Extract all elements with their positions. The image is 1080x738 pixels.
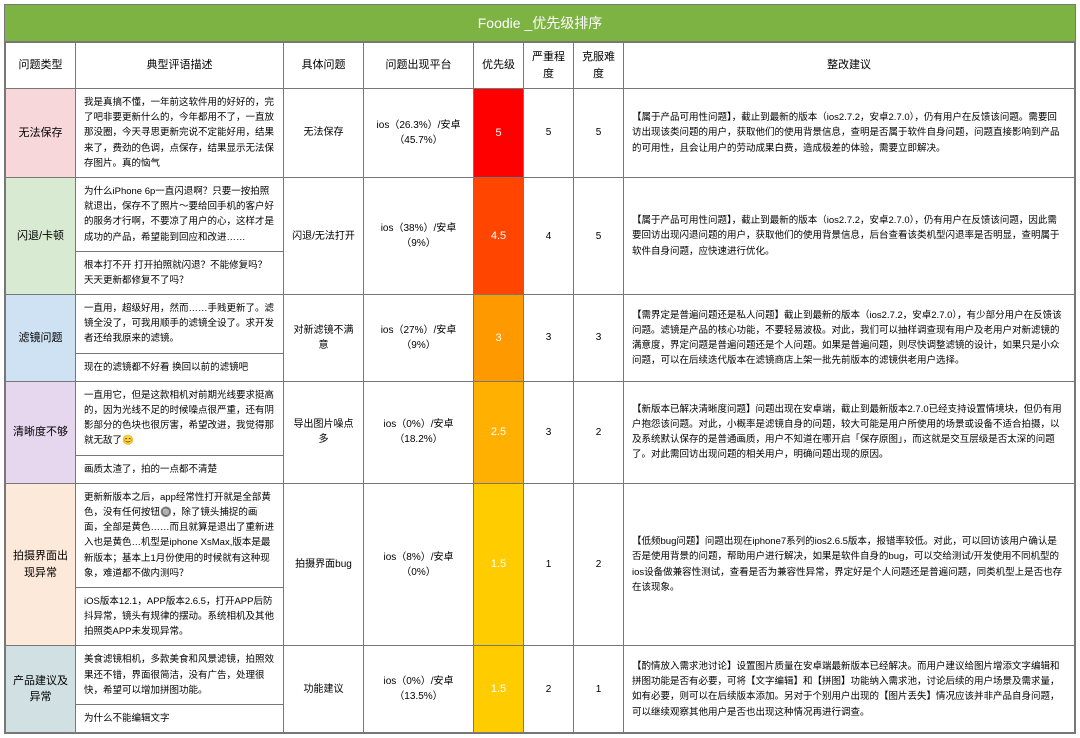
col-header: 问题类型 [6, 43, 76, 89]
description-cell: iOS版本12.1，APP版本2.6.5，打开APP后防抖异常，镜头有规律的摆动… [76, 587, 284, 646]
table-row: 产品建议及异常美食滤镜相机，多款美食和风景滤镜，拍照效果还不错，界面很简洁，没有… [6, 646, 1075, 705]
description-cell: 根本打不开 打开拍照就闪退？不能修复吗？天天更新都修复不了吗？ [76, 251, 284, 294]
description-cell: 一直用，超级好用，然而……手贱更新了。滤镜全没了，可我用顺手的滤镜全设了。求开发… [76, 295, 284, 354]
severity-cell: 2 [524, 646, 574, 733]
category-cell: 产品建议及异常 [6, 646, 76, 733]
priority-cell: 3 [474, 295, 524, 382]
priority-cell: 5 [474, 89, 524, 178]
difficulty-cell: 2 [574, 381, 624, 483]
suggestion-cell: 【新版本已解决清晰度问题】问题出现在安卓端，截止到最新版本2.7.0已经支持设置… [624, 381, 1075, 483]
difficulty-cell: 5 [574, 89, 624, 178]
suggestion-cell: 【属于产品可用性问题】，截止到最新的版本（ios2.7.2，安卓2.7.0），仍… [624, 89, 1075, 178]
description-cell: 为什么不能编辑文字 [76, 705, 284, 733]
suggestion-cell: 【属于产品可用性问题】，截止到最新的版本（ios2.7.2，安卓2.7.0），仍… [624, 177, 1075, 294]
col-header: 优先级 [474, 43, 524, 89]
table-row: 滤镜问题一直用，超级好用，然而……手贱更新了。滤镜全没了，可我用顺手的滤镜全设了… [6, 295, 1075, 354]
description-cell: 我是真搞不懂，一年前这软件用的好好的，完了吧非要更新什么的，今年都用不了，一直放… [76, 89, 284, 178]
description-cell: 一直用它，但是这款相机对前期光线要求挺高的，因为光线不足的时候噪点很严重，还有阴… [76, 381, 284, 455]
issue-cell: 无法保存 [284, 89, 364, 178]
difficulty-cell: 3 [574, 295, 624, 382]
description-cell: 画质太渣了，拍的一点都不清楚 [76, 455, 284, 483]
suggestion-cell: 【需界定是普遍问题还是私人问题】截止到最新的版本（ios2.7.2，安卓2.7.… [624, 295, 1075, 382]
severity-cell: 3 [524, 381, 574, 483]
priority-cell: 2.5 [474, 381, 524, 483]
platform-cell: ios（0%）/安卓（18.2%） [364, 381, 474, 483]
suggestion-cell: 【低频bug问题】问题出现在iphone7系列的ios2.6.5版本，报错率较低… [624, 483, 1075, 646]
table-row: 拍摄界面出现异常更新新版本之后，app经常性打开就是全部黄色，没有任何按钮🔘，除… [6, 483, 1075, 587]
suggestion-cell: 【酌情放入需求池讨论】设置图片质量在安卓端最新版本已经解决。而用户建议给图片增添… [624, 646, 1075, 733]
severity-cell: 1 [524, 483, 574, 646]
description-cell: 为什么iPhone 6p一直闪退啊？只要一按拍照就退出，保存不了照片～要给回手机… [76, 177, 284, 251]
col-header: 克服难度 [574, 43, 624, 89]
priority-cell: 1.5 [474, 646, 524, 733]
issue-cell: 拍摄界面bug [284, 483, 364, 646]
issue-cell: 对新滤镜不满意 [284, 295, 364, 382]
platform-cell: ios（0%）/安卓（13.5%） [364, 646, 474, 733]
difficulty-cell: 1 [574, 646, 624, 733]
description-cell: 更新新版本之后，app经常性打开就是全部黄色，没有任何按钮🔘，除了镜头捕捉的画面… [76, 483, 284, 587]
col-header: 问题出现平台 [364, 43, 474, 89]
platform-cell: ios（38%）/安卓（9%） [364, 177, 474, 294]
category-cell: 闪退/卡顿 [6, 177, 76, 294]
issue-cell: 导出图片噪点多 [284, 381, 364, 483]
category-cell: 无法保存 [6, 89, 76, 178]
severity-cell: 4 [524, 177, 574, 294]
priority-cell: 4.5 [474, 177, 524, 294]
priority-table: 问题类型典型评语描述具体问题问题出现平台优先级严重程度克服难度整改建议 无法保存… [5, 42, 1075, 733]
issue-cell: 闪退/无法打开 [284, 177, 364, 294]
platform-cell: ios（8%）/安卓（0%） [364, 483, 474, 646]
description-cell: 美食滤镜相机，多款美食和风景滤镜，拍照效果还不错，界面很简洁，没有广告，处理很快… [76, 646, 284, 705]
table-row: 闪退/卡顿为什么iPhone 6p一直闪退啊？只要一按拍照就退出，保存不了照片～… [6, 177, 1075, 251]
col-header: 严重程度 [524, 43, 574, 89]
table-row: 清晰度不够一直用它，但是这款相机对前期光线要求挺高的，因为光线不足的时候噪点很严… [6, 381, 1075, 455]
category-cell: 拍摄界面出现异常 [6, 483, 76, 646]
difficulty-cell: 5 [574, 177, 624, 294]
platform-cell: ios（27%）/安卓（9%） [364, 295, 474, 382]
col-header: 具体问题 [284, 43, 364, 89]
category-cell: 清晰度不够 [6, 381, 76, 483]
severity-cell: 3 [524, 295, 574, 382]
priority-cell: 1.5 [474, 483, 524, 646]
page-title: Foodie _优先级排序 [5, 5, 1075, 42]
category-cell: 滤镜问题 [6, 295, 76, 382]
issue-cell: 功能建议 [284, 646, 364, 733]
description-cell: 现在的滤镜都不好看 换回以前的滤镜吧 [76, 353, 284, 381]
severity-cell: 5 [524, 89, 574, 178]
platform-cell: ios（26.3%）/安卓（45.7%） [364, 89, 474, 178]
col-header: 整改建议 [624, 43, 1075, 89]
col-header: 典型评语描述 [76, 43, 284, 89]
difficulty-cell: 2 [574, 483, 624, 646]
table-row: 无法保存我是真搞不懂，一年前这软件用的好好的，完了吧非要更新什么的，今年都用不了… [6, 89, 1075, 178]
